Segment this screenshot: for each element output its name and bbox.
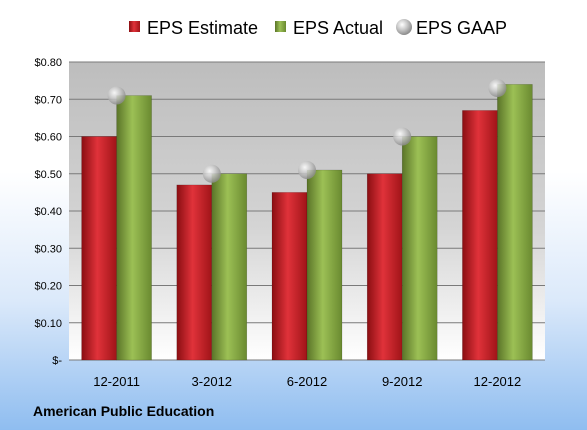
y-tick-label: $0.50 xyxy=(34,169,62,181)
x-axis-category-labels: 12-2011 3-2012 6-2012 9-2012 12-2012 xyxy=(93,374,521,389)
legend-swatch-eps-estimate xyxy=(129,21,140,32)
x-category-label: 12-2011 xyxy=(93,374,140,389)
y-tick-label: $0.10 xyxy=(34,318,62,330)
legend: EPS Estimate EPS Actual EPS GAAP xyxy=(129,18,507,38)
y-tick-label: $0.80 xyxy=(34,57,62,69)
legend-marker-eps-gaap xyxy=(396,19,412,35)
bar-eps-actual xyxy=(211,173,248,361)
marker-eps-gaap xyxy=(298,161,316,180)
bars xyxy=(81,84,533,361)
bar-eps-estimate xyxy=(81,136,117,361)
source-label: American Public Education xyxy=(33,403,214,419)
bar-eps-estimate xyxy=(462,110,498,361)
y-tick-label: $0.20 xyxy=(34,281,62,293)
legend-label: EPS GAAP xyxy=(416,18,507,38)
x-category-label: 9-2012 xyxy=(382,374,422,389)
bar-eps-actual xyxy=(401,136,438,361)
bar-eps-actual xyxy=(116,95,152,361)
x-category-label: 3-2012 xyxy=(192,374,232,389)
legend-label: EPS Estimate xyxy=(147,18,258,38)
marker-eps-gaap xyxy=(488,79,507,98)
y-tick-label: $0.30 xyxy=(34,243,62,255)
bar-eps-actual xyxy=(497,84,533,361)
bar-eps-estimate xyxy=(271,192,308,361)
bar-eps-actual xyxy=(306,169,343,361)
y-tick-label: $0.60 xyxy=(34,132,62,144)
bar-eps-estimate xyxy=(366,173,403,361)
legend-swatch-eps-actual xyxy=(275,21,286,32)
marker-eps-gaap xyxy=(107,86,126,105)
gaap-markers xyxy=(107,79,507,183)
y-tick-label: $0.40 xyxy=(34,206,62,218)
x-category-label: 6-2012 xyxy=(287,374,327,389)
marker-eps-gaap xyxy=(393,127,412,146)
x-category-label: 12-2012 xyxy=(474,374,522,389)
marker-eps-gaap xyxy=(202,164,221,183)
y-tick-label: $- xyxy=(52,355,62,367)
y-axis-tick-labels: $- $0.10 $0.20 $0.30 $0.40 $0.50 $0.60 $0.70 $0.… xyxy=(34,57,62,367)
bar-eps-estimate xyxy=(176,184,213,361)
legend-label: EPS Actual xyxy=(293,18,383,38)
y-tick-label: $0.70 xyxy=(34,94,62,106)
